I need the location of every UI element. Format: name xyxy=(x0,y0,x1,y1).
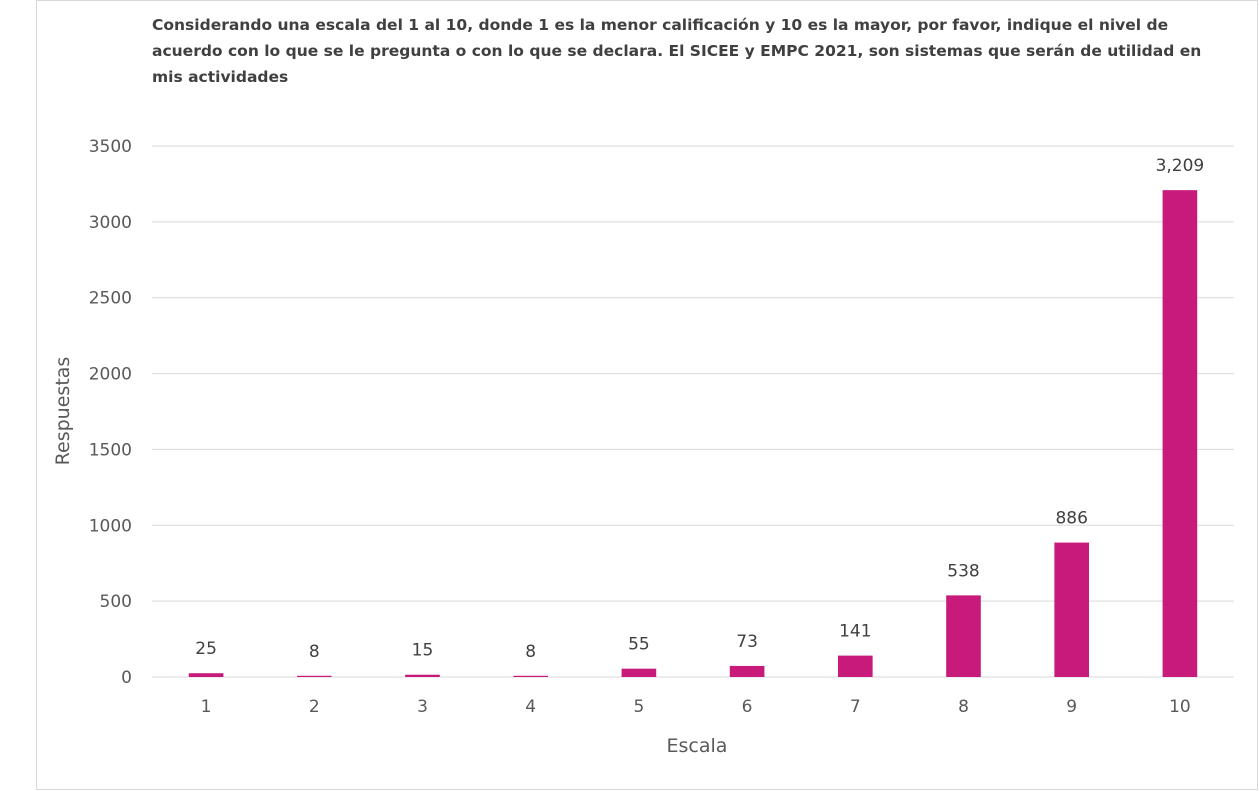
x-tick-labels: 1 2 3 4 5 6 7 8 9 10 xyxy=(201,697,1191,717)
data-label-4: 8 xyxy=(525,642,536,662)
bar-10 xyxy=(1162,190,1198,677)
data-label-7: 141 xyxy=(839,622,871,642)
bar-9 xyxy=(1054,542,1090,677)
bar-4 xyxy=(513,675,549,677)
y-axis-title: Respuestas xyxy=(52,357,74,466)
chart-title: Considerando una escala del 1 al 10, don… xyxy=(152,16,1202,86)
data-label-9: 886 xyxy=(1055,509,1087,529)
data-label-1: 25 xyxy=(195,639,217,659)
data-labels: 25 8 15 8 55 73 141 538 886 3,209 xyxy=(195,156,1204,662)
data-label-8: 538 xyxy=(947,561,979,581)
x-axis-title: Escala xyxy=(667,735,728,757)
y-tick-label: 3000 xyxy=(89,213,132,233)
bar-1 xyxy=(188,673,224,677)
data-label-5: 55 xyxy=(628,635,650,655)
bar-7 xyxy=(837,655,873,677)
x-tick-label-7: 7 xyxy=(850,697,861,717)
x-tick-label-1: 1 xyxy=(201,697,212,717)
bar-8 xyxy=(946,595,981,677)
y-tick-label: 1500 xyxy=(89,440,132,460)
data-label-10: 3,209 xyxy=(1156,156,1205,176)
bar-5 xyxy=(621,668,657,677)
x-tick-label-10: 10 xyxy=(1169,697,1191,717)
y-tick-labels: 0 500 1000 1500 2000 2500 3000 3500 xyxy=(89,137,132,688)
gridlines xyxy=(152,145,1234,678)
y-tick-label: 2500 xyxy=(89,289,132,309)
chart-frame xyxy=(36,0,1258,790)
x-tick-label-8: 8 xyxy=(958,697,969,717)
y-tick-label: 3500 xyxy=(89,137,132,157)
x-tick-label-9: 9 xyxy=(1066,697,1077,717)
y-tick-label: 2000 xyxy=(89,365,132,385)
x-tick-label-3: 3 xyxy=(417,697,428,717)
bars xyxy=(188,190,1198,677)
y-tick-label: 0 xyxy=(121,668,132,688)
y-tick-label: 1000 xyxy=(89,516,132,536)
data-label-2: 8 xyxy=(309,642,320,662)
data-label-6: 73 xyxy=(736,632,758,652)
x-tick-label-6: 6 xyxy=(742,697,753,717)
y-tick-label: 500 xyxy=(100,592,132,612)
bar-3 xyxy=(405,674,440,677)
bar-6 xyxy=(729,665,765,677)
x-tick-label-4: 4 xyxy=(525,697,536,717)
data-label-3: 15 xyxy=(412,641,434,661)
x-tick-label-2: 2 xyxy=(309,697,320,717)
bar-2 xyxy=(296,675,332,677)
x-tick-label-5: 5 xyxy=(633,697,644,717)
